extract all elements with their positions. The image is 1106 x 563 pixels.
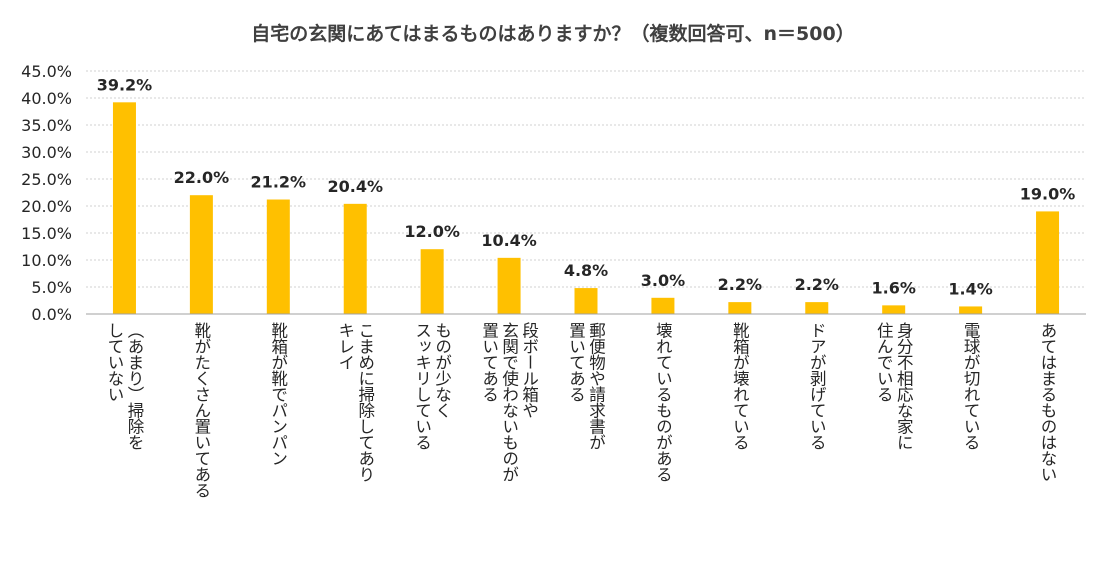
category-label: 靴箱が靴でパンパン [269,322,288,466]
data-labels: 39.2% 22.0% 21.2% 20.4% 12.0% 10.4% 4.8% 3.0% 2.… [97,75,1076,298]
category-label-line: 郵便物や請求書が [587,322,606,451]
data-label: 19.0% [1020,184,1076,203]
y-tick-label: 40.0% [21,89,72,108]
category-label-line: 身分不相応な家に [894,322,913,450]
bar [112,102,136,314]
bar [1036,211,1060,314]
category-label: 壊れているものがある [653,322,672,482]
category-label-line: 壊れているものがある [653,322,672,482]
category-label-line: 電球が切れている [961,322,980,450]
category-label-line: 玄関で使わないものが [500,322,519,483]
data-label: 22.0% [174,168,230,187]
data-label: 10.4% [481,231,537,250]
category-label-line: キレイ [336,322,355,370]
category-label: 靴箱が壊れている [730,322,749,450]
data-label: 2.2% [795,275,839,294]
category-label-line: 靴がたくさん置いてある [192,322,211,498]
data-label: 2.2% [718,275,762,294]
y-tick-label: 30.0% [21,143,72,162]
category-label-line: 住んでいる [874,322,893,402]
bar [574,288,598,314]
category-label-line: 段ボール箱や [520,322,539,419]
category-label-line: ドアが剥げている [807,322,826,450]
data-label: 3.0% [641,271,685,290]
y-axis-ticks: 0.0% 5.0% 10.0% 15.0% 20.0% 25.0% 30.0% 35.0% 40… [21,62,72,324]
y-tick-label: 45.0% [21,62,72,81]
data-label: 21.2% [251,173,307,192]
bar [959,306,983,314]
category-label-line: 置いてある [480,322,499,402]
category-label-line: 靴箱が壊れている [730,322,749,450]
category-label: 電球が切れている [961,322,980,450]
y-tick-label: 35.0% [21,116,72,135]
bar [805,302,829,314]
category-label-line: ものが少なく [433,322,452,418]
bar [497,257,521,314]
data-label: 1.4% [948,279,992,298]
category-label-line: あてはまるものはない [1038,322,1057,482]
data-label: 20.4% [327,177,383,196]
category-label: ドアが剥げている [807,322,826,450]
y-tick-label: 10.0% [21,251,72,270]
category-label: 靴がたくさん置いてある [192,322,211,498]
bars [112,102,1060,314]
category-label-line: 靴箱が靴でパンパン [269,322,288,466]
bar [420,249,444,314]
data-label: 39.2% [97,75,153,94]
data-label: 12.0% [404,222,460,241]
y-tick-label: 20.0% [21,197,72,216]
y-tick-label: 25.0% [21,170,72,189]
category-label-line: スッキリしている [413,322,432,450]
y-tick-label: 0.0% [31,305,72,324]
data-label: 1.6% [872,278,916,297]
data-label: 4.8% [564,261,608,280]
grid-lines [86,70,1086,288]
bar [343,203,367,314]
category-label-line: （あまり）掃除を [125,322,144,450]
bar [882,305,906,314]
category-label-line: 置いてある [567,322,586,402]
bar [189,195,213,314]
chart-title: 自宅の玄関にあてはまるものはありますか？（複数回答可、n＝500） [251,22,854,45]
bar [266,199,290,314]
y-tick-label: 5.0% [31,278,72,297]
bar [651,297,675,314]
category-label: あてはまるものはない [1038,322,1057,482]
y-tick-label: 15.0% [21,224,72,243]
category-label-line: していない [105,322,124,402]
bar [728,302,752,314]
category-label-line: こまめに掃除してあり [356,322,375,483]
